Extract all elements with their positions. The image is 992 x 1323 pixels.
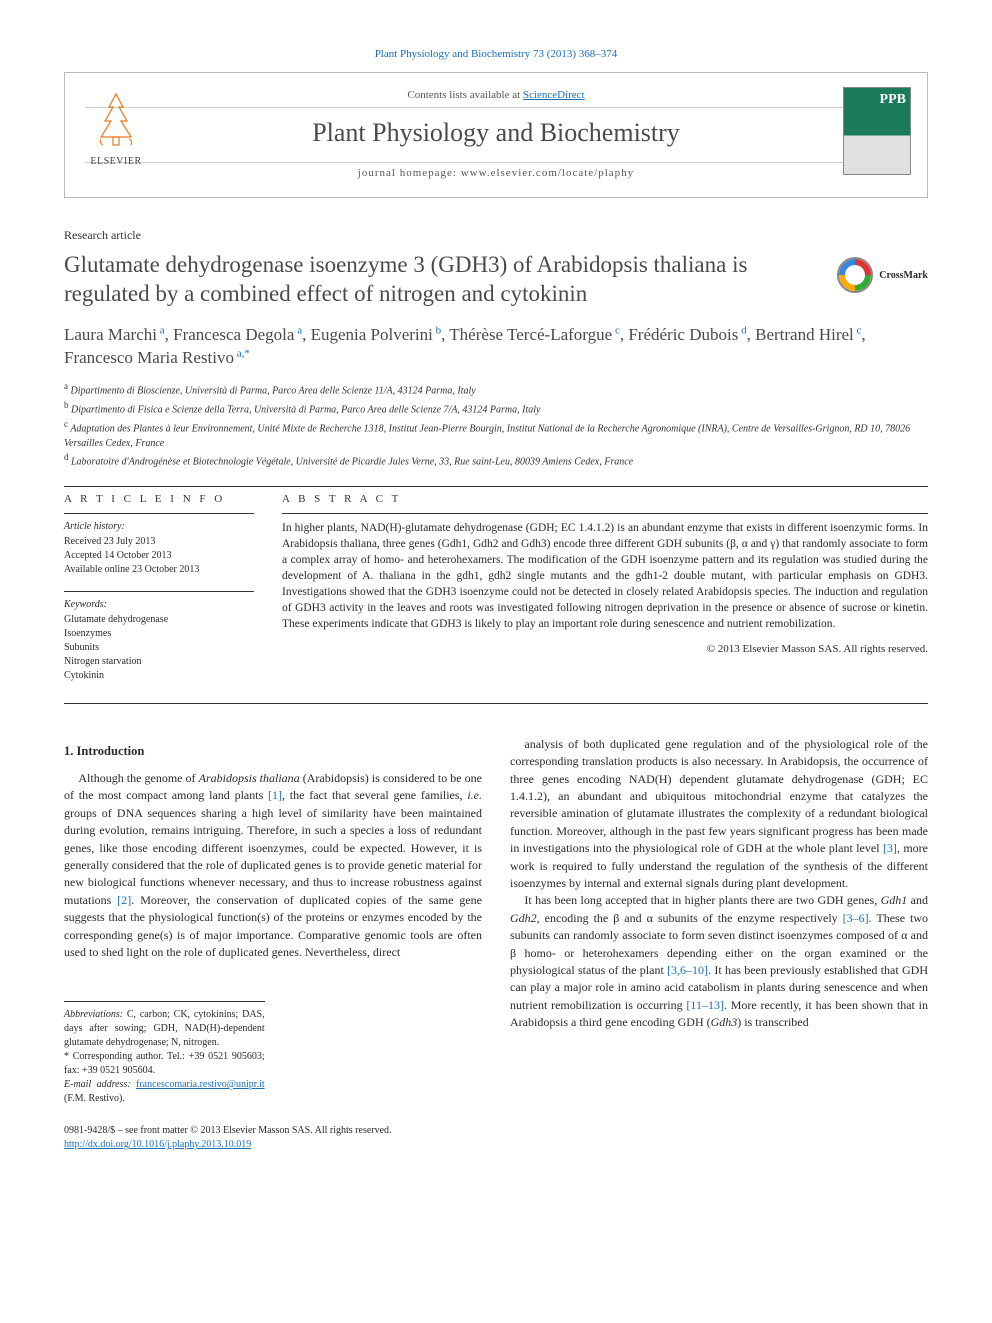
author-list: Laura Marchi a, Francesca Degola a, Euge… — [64, 323, 928, 371]
body-column-right: analysis of both duplicated gene regulat… — [510, 736, 928, 1106]
journal-header: ELSEVIER PPB Contents lists available at… — [64, 72, 928, 198]
affiliation-c: c Adaptation des Plantes à leur Environn… — [64, 418, 928, 451]
article-info-column: A R T I C L E I N F O Article history: R… — [64, 493, 254, 697]
article-type: Research article — [64, 228, 928, 243]
publisher-name: ELSEVIER — [81, 156, 151, 167]
body-paragraph: Although the genome of Arabidopsis thali… — [64, 770, 482, 961]
email-link[interactable]: francescomaria.restivo@unipr.it — [136, 1079, 265, 1090]
elsevier-logo[interactable]: ELSEVIER — [81, 89, 151, 169]
abstract-heading: A B S T R A C T — [282, 493, 928, 505]
history-received: Received 23 July 2013 — [64, 535, 254, 549]
email-who: (F.M. Restivo). — [64, 1093, 125, 1104]
info-rule-2 — [64, 591, 254, 592]
footnotes: Abbreviations: C, carbon; CK, cytokinins… — [64, 1001, 265, 1106]
header-rule-top — [85, 107, 907, 108]
citation-ref[interactable]: [3] — [883, 841, 897, 855]
keyword-item: Isoenzymes — [64, 627, 254, 641]
email-label: E-mail address: — [64, 1079, 136, 1090]
history-accepted: Accepted 14 October 2013 — [64, 549, 254, 563]
keywords-block: Keywords: Glutamate dehydrogenase Isoenz… — [64, 598, 254, 683]
article-info-heading: A R T I C L E I N F O — [64, 493, 254, 505]
abstract-text: In higher plants, NAD(H)-glutamate dehyd… — [282, 520, 928, 633]
crossmark-icon — [837, 257, 873, 293]
journal-cover-badge: PPB — [880, 92, 906, 108]
body-paragraph: analysis of both duplicated gene regulat… — [510, 736, 928, 893]
issn-line: 0981-9428/$ – see front matter © 2013 El… — [64, 1124, 928, 1138]
affiliation-d: d Laboratoire d'Androgénèse et Biotechno… — [64, 451, 928, 470]
section-divider-bottom — [64, 703, 928, 704]
citation-ref[interactable]: [11–13] — [686, 998, 724, 1012]
abbrev-label: Abbreviations: — [64, 1009, 123, 1020]
abstract-column: A B S T R A C T In higher plants, NAD(H)… — [282, 493, 928, 697]
body-column-left: 1. Introduction Although the genome of A… — [64, 736, 482, 1106]
homepage-prefix: journal homepage: — [358, 167, 461, 179]
corr-label: * Corresponding author. — [64, 1051, 167, 1062]
citation-ref[interactable]: [3–6] — [843, 911, 869, 925]
info-rule-1 — [64, 513, 254, 514]
article-title: Glutamate dehydrogenase isoenzyme 3 (GDH… — [64, 251, 821, 309]
keyword-item: Nitrogen starvation — [64, 655, 254, 669]
email-line: E-mail address: francescomaria.restivo@u… — [64, 1078, 265, 1106]
crossmark-badge[interactable]: CrossMark — [837, 257, 928, 293]
abstract-rule — [282, 513, 928, 514]
citation-link[interactable]: Plant Physiology and Biochemistry 73 (20… — [64, 48, 928, 60]
doi-link[interactable]: http://dx.doi.org/10.1016/j.plaphy.2013.… — [64, 1139, 251, 1150]
keyword-item: Cytokinin — [64, 669, 254, 683]
citation-ref[interactable]: [1] — [268, 788, 282, 802]
elsevier-tree-icon — [81, 89, 151, 149]
corresponding-author-line: * Corresponding author. Tel.: +39 0521 9… — [64, 1050, 265, 1078]
header-rule-bottom — [85, 162, 907, 163]
section-divider-top — [64, 486, 928, 487]
keyword-item: Glutamate dehydrogenase — [64, 613, 254, 627]
journal-cover-thumbnail[interactable]: PPB — [843, 87, 911, 175]
crossmark-label: CrossMark — [879, 270, 928, 281]
abstract-copyright: © 2013 Elsevier Masson SAS. All rights r… — [282, 643, 928, 655]
citation-ref[interactable]: [2] — [117, 893, 131, 907]
affiliations: a Dipartimento di Bioscienze, Università… — [64, 380, 928, 470]
abbreviations-line: Abbreviations: C, carbon; CK, cytokinins… — [64, 1008, 265, 1050]
homepage-url[interactable]: www.elsevier.com/locate/plaphy — [461, 167, 634, 179]
history-label: Article history: — [64, 520, 254, 534]
page-footer: 0981-9428/$ – see front matter © 2013 El… — [64, 1124, 928, 1152]
journal-title: Plant Physiology and Biochemistry — [85, 118, 907, 148]
journal-homepage-line: journal homepage: www.elsevier.com/locat… — [85, 167, 907, 179]
contents-available-line: Contents lists available at ScienceDirec… — [85, 89, 907, 101]
body-paragraph: It has been long accepted that in higher… — [510, 892, 928, 1031]
history-online: Available online 23 October 2013 — [64, 563, 254, 577]
article-history: Article history: Received 23 July 2013 A… — [64, 520, 254, 577]
affiliation-b: b Dipartimento di Fisica e Scienze della… — [64, 399, 928, 418]
section-heading-introduction: 1. Introduction — [64, 742, 482, 760]
keyword-item: Subunits — [64, 641, 254, 655]
sciencedirect-link[interactable]: ScienceDirect — [523, 89, 585, 101]
contents-prefix: Contents lists available at — [407, 89, 522, 101]
citation-ref[interactable]: [3,6–10] — [667, 963, 708, 977]
affiliation-a: a Dipartimento di Bioscienze, Università… — [64, 380, 928, 399]
keywords-label: Keywords: — [64, 598, 254, 612]
